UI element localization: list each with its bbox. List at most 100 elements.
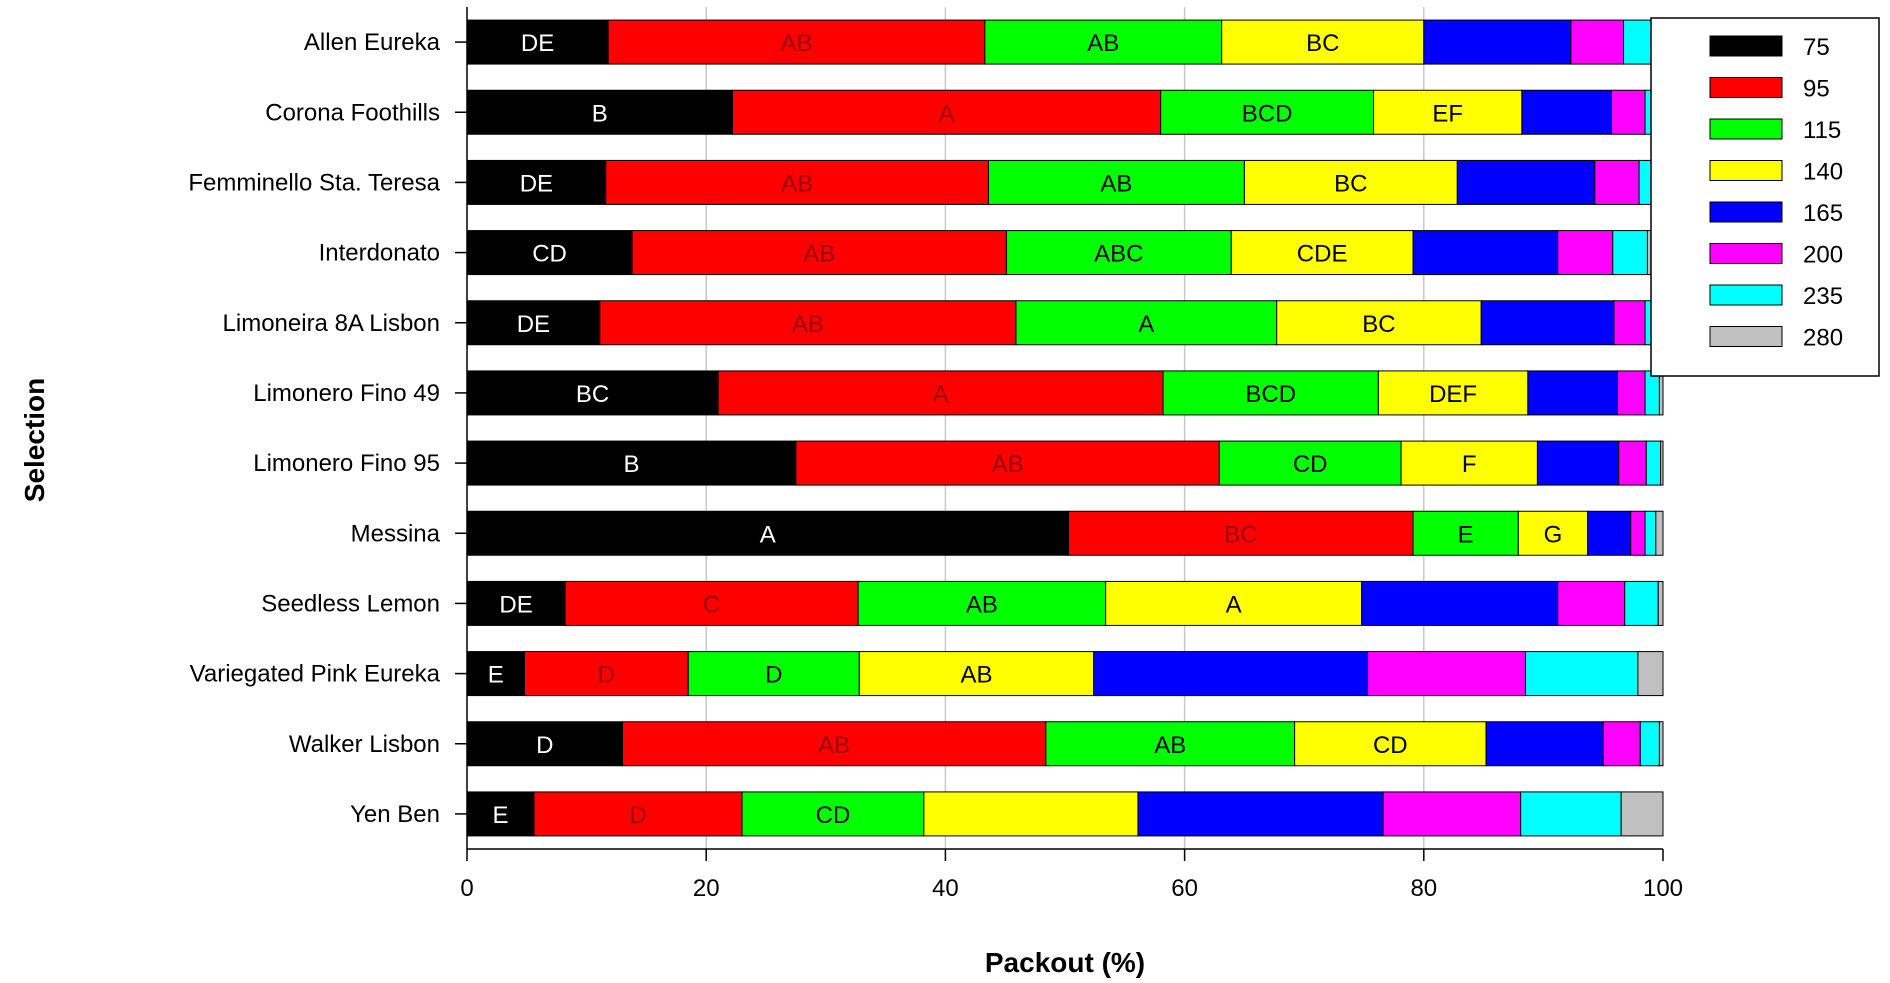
segment-letter: BC [576, 381, 609, 408]
bar-segment [1162, 370, 1379, 416]
bar-segment [857, 580, 1107, 626]
bar-segment [1412, 230, 1559, 276]
segment-letter: A [933, 381, 949, 408]
bar-segment [1639, 721, 1660, 767]
bar-segment [621, 721, 1047, 767]
x-axis-title: Packout (%) [985, 947, 1145, 978]
legend-swatch [1709, 326, 1783, 347]
legend-label: 115 [1803, 117, 1841, 144]
segment-letter: B [592, 100, 608, 127]
bar-segment [1456, 159, 1596, 205]
legend: 75 95 115 140 165 200 235 280 [1650, 17, 1880, 377]
segment-letter: DE [521, 30, 554, 57]
segment-letter: DE [517, 311, 550, 338]
y-axis-title: Selection [19, 378, 50, 502]
segment-letter: E [488, 662, 504, 689]
bar-segment [984, 19, 1223, 65]
bar-segment [795, 440, 1220, 486]
segment-letter: BC [1334, 170, 1367, 197]
segment-letter: CD [1373, 732, 1408, 759]
bar-segment [1655, 510, 1664, 556]
bar-segment [607, 19, 986, 65]
category-label: Variegated Pink Eureka [190, 661, 441, 688]
category-label: Yen Ben [350, 801, 440, 828]
bar-segment [1617, 370, 1646, 416]
segment-letter: D [765, 662, 782, 689]
segment-letter: AB [781, 170, 813, 197]
bar-segment [1361, 580, 1559, 626]
bar-segment [1221, 19, 1425, 65]
category-labels: Allen Eureka Corona Foothills Femminello S… [188, 29, 440, 828]
legend-label: 200 [1803, 242, 1843, 269]
segment-letter: F [1462, 451, 1477, 478]
x-tick-label: 20 [693, 875, 720, 902]
legend-swatch [1709, 77, 1783, 98]
bar-segment [1377, 370, 1529, 416]
segment-letter: AB [1100, 170, 1132, 197]
segment-letter: A [1138, 311, 1154, 338]
legend-label: 280 [1803, 325, 1843, 352]
segment-letter: AB [966, 591, 998, 618]
bar-segment [1657, 580, 1664, 626]
x-tick-label: 60 [1171, 875, 1198, 902]
bar-segments [466, 19, 1664, 837]
bar-segment [1536, 440, 1620, 486]
bar-segment [466, 440, 797, 486]
bar-segment [605, 159, 989, 205]
bar-segment [1045, 721, 1296, 767]
bar-segment [1624, 580, 1659, 626]
segment-letter: D [629, 802, 646, 829]
segment-letter: G [1544, 521, 1563, 548]
category-label: Corona Foothills [265, 99, 440, 126]
x-tick-label: 100 [1643, 875, 1683, 902]
legend-label: 140 [1803, 159, 1843, 186]
legend-label: 95 [1803, 76, 1830, 103]
bar-segment [1618, 440, 1647, 486]
bar-segment [1612, 230, 1648, 276]
bar-segment [466, 300, 601, 346]
bar-segment [1524, 651, 1639, 697]
bar-segment [1400, 440, 1538, 486]
segment-letter: AB [818, 732, 850, 759]
bar-segment [599, 300, 1017, 346]
segment-letter: A [1226, 591, 1242, 618]
bar-segment [987, 159, 1245, 205]
legend-swatch [1709, 160, 1783, 181]
category-label: Allen Eureka [304, 29, 441, 56]
bar-segment [1218, 440, 1402, 486]
legend-label: 75 [1803, 34, 1830, 61]
category-label: Limoneira 8A Lisbon [223, 310, 440, 337]
bar-segment [1382, 791, 1522, 837]
segment-letter: BC [1362, 311, 1395, 338]
x-tick-label: 0 [460, 875, 473, 902]
bar-segment [533, 791, 743, 837]
segment-letter: B [623, 451, 639, 478]
bar-segment [1660, 440, 1664, 486]
bar-segment [1068, 510, 1414, 556]
segment-letter: E [492, 802, 508, 829]
bar-segment [1658, 721, 1664, 767]
bar-segment [1520, 791, 1622, 837]
bar-segment [1137, 791, 1384, 837]
segment-letter: A [760, 521, 776, 548]
bar-segment [1620, 791, 1664, 837]
bar-segment [466, 159, 607, 205]
bar-segment [1521, 89, 1613, 135]
segment-letter: AB [780, 30, 812, 57]
bar-segment [466, 19, 609, 65]
segment-letter: E [1458, 521, 1474, 548]
bar-segment [1423, 19, 1572, 65]
bar-segment [1093, 651, 1369, 697]
bar-segment [717, 370, 1164, 416]
bar-segment [1644, 370, 1660, 416]
segment-letter: CDE [1297, 241, 1348, 268]
bar-segment [1294, 721, 1487, 767]
legend-swatch [1709, 284, 1783, 306]
segment-letter: C [703, 591, 720, 618]
bar-segment [923, 791, 1139, 837]
bar-segment [1160, 89, 1375, 135]
axes [455, 7, 1664, 861]
bar-segment [732, 89, 1162, 135]
segment-letter: ABC [1094, 241, 1143, 268]
